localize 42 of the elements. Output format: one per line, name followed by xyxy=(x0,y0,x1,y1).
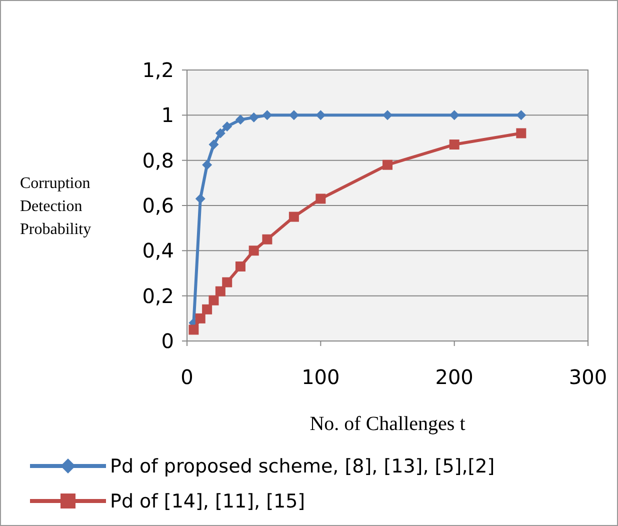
point xyxy=(449,110,460,120)
point xyxy=(202,160,212,170)
y-tick-label: 1 xyxy=(161,103,174,128)
point xyxy=(195,194,206,204)
y-tick-label: 0,6 xyxy=(142,194,174,218)
point xyxy=(449,140,460,150)
point xyxy=(316,194,326,204)
y-tick-label: 1,2 xyxy=(142,58,174,82)
point xyxy=(215,286,226,296)
point xyxy=(222,277,232,288)
point xyxy=(248,246,259,256)
point xyxy=(208,295,219,306)
point xyxy=(235,261,246,272)
point xyxy=(262,110,272,120)
point xyxy=(316,110,326,120)
point xyxy=(215,128,226,138)
x-tick-label: 0 xyxy=(180,365,194,389)
point xyxy=(202,304,212,314)
point xyxy=(262,234,272,244)
y-tick-label: 0,2 xyxy=(142,284,174,308)
point xyxy=(382,160,392,170)
y-axis-title: Corruption Detection Probability xyxy=(20,175,92,238)
y-tick-label: 0 xyxy=(161,329,174,353)
y-tick-label: 0,8 xyxy=(142,148,174,172)
legend-label: Pd of [14], [11], [15] xyxy=(110,490,306,513)
point xyxy=(382,110,392,120)
point xyxy=(208,140,219,150)
point xyxy=(222,121,232,132)
x-tick-label: 100 xyxy=(302,365,340,389)
point xyxy=(195,313,206,324)
point xyxy=(248,112,259,122)
x-tick-label: 300 xyxy=(568,365,608,389)
x-axis-title: No. of Challenges t xyxy=(310,413,466,435)
legend-label: Pd of proposed scheme, [8], [13], [5],[2] xyxy=(110,456,495,478)
point xyxy=(288,212,299,222)
point xyxy=(288,110,299,120)
x-tick-label: 200 xyxy=(435,365,474,389)
point xyxy=(188,324,199,335)
point xyxy=(516,110,526,120)
point xyxy=(235,114,246,125)
y-tick-label: 0,4 xyxy=(142,238,174,263)
point xyxy=(516,128,526,138)
